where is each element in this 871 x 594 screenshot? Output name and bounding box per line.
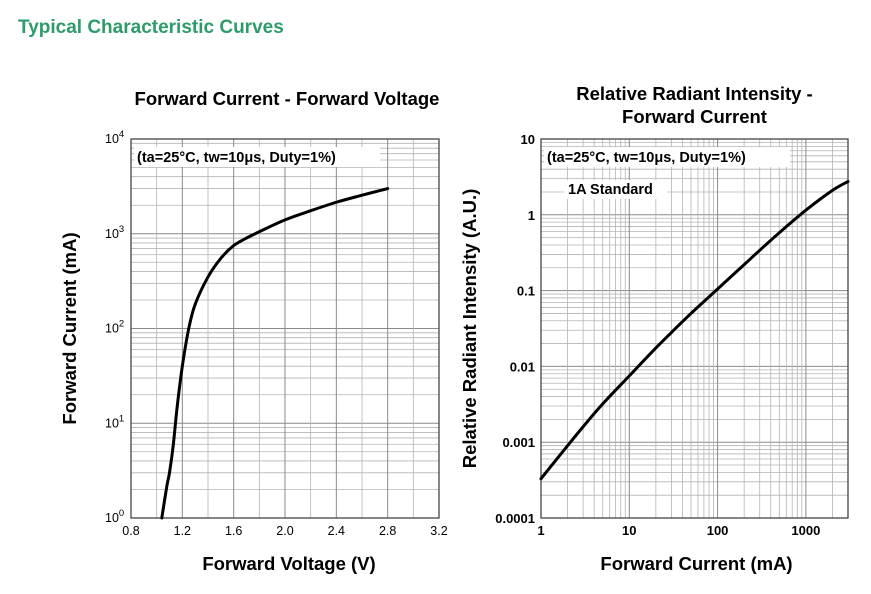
x-tick-label: 1000 [791,523,820,538]
page-heading: Typical Characteristic Curves [18,17,284,38]
standard-annotation: 1A Standard [568,182,653,198]
condition-annotation: (ta=25°C, tw=10μs, Duty=1%) [547,150,746,166]
condition-annotation: (ta=25°C, tw=10μs, Duty=1%) [137,150,336,166]
y-tick-label: 0.1 [517,284,535,299]
y-axis-label: Forward Current (mA) [59,232,80,424]
grid [130,139,440,519]
x-tick-label: 10 [622,523,636,538]
chart-2: Relative Radiant Intensity -Forward Curr… [459,83,850,574]
y-axis-label: Relative Radiant Intensity (A.U.) [459,189,480,469]
y-tick-label: 0.0001 [495,511,535,526]
series-line [539,180,850,481]
plot-frame [130,138,440,519]
y-tick-label: 103 [105,224,124,241]
y-tick-label: 102 [105,319,124,336]
annotation-bg [544,147,790,167]
x-tick-label: 100 [707,523,729,538]
y-tick-label: 0.01 [510,359,535,374]
annotation-bg [564,180,667,199]
y-tick-label: 100 [105,508,124,525]
x-tick-label: 2.8 [379,524,396,538]
chart-title: Relative Radiant Intensity - [576,83,812,104]
y-tick-label: 0.001 [502,435,535,450]
x-tick-label: 2.0 [276,524,293,538]
x-tick-label: 1.2 [174,524,191,538]
chart-title: Forward Current [622,106,767,127]
x-tick-label: 2.4 [328,524,345,538]
x-tick-label: 1 [537,523,544,538]
y-tick-label: 10 [521,132,535,147]
y-tick-label: 1 [528,208,535,223]
chart-1: Forward Current - Forward Voltage Forward… [59,88,448,574]
x-axis-label: Forward Voltage (V) [202,553,375,574]
plot-frame [540,138,849,519]
annotation-bg [134,147,380,167]
x-tick-label: 3.2 [430,524,447,538]
x-tick-label: 1.6 [225,524,242,538]
x-tick-label: 0.8 [122,524,139,538]
y-tick-label: 104 [105,129,124,146]
chart-title: Forward Current - Forward Voltage [135,88,440,109]
y-tick-label: 101 [105,413,124,430]
x-axis-label: Forward Current (mA) [600,553,792,574]
series-line [160,187,390,520]
